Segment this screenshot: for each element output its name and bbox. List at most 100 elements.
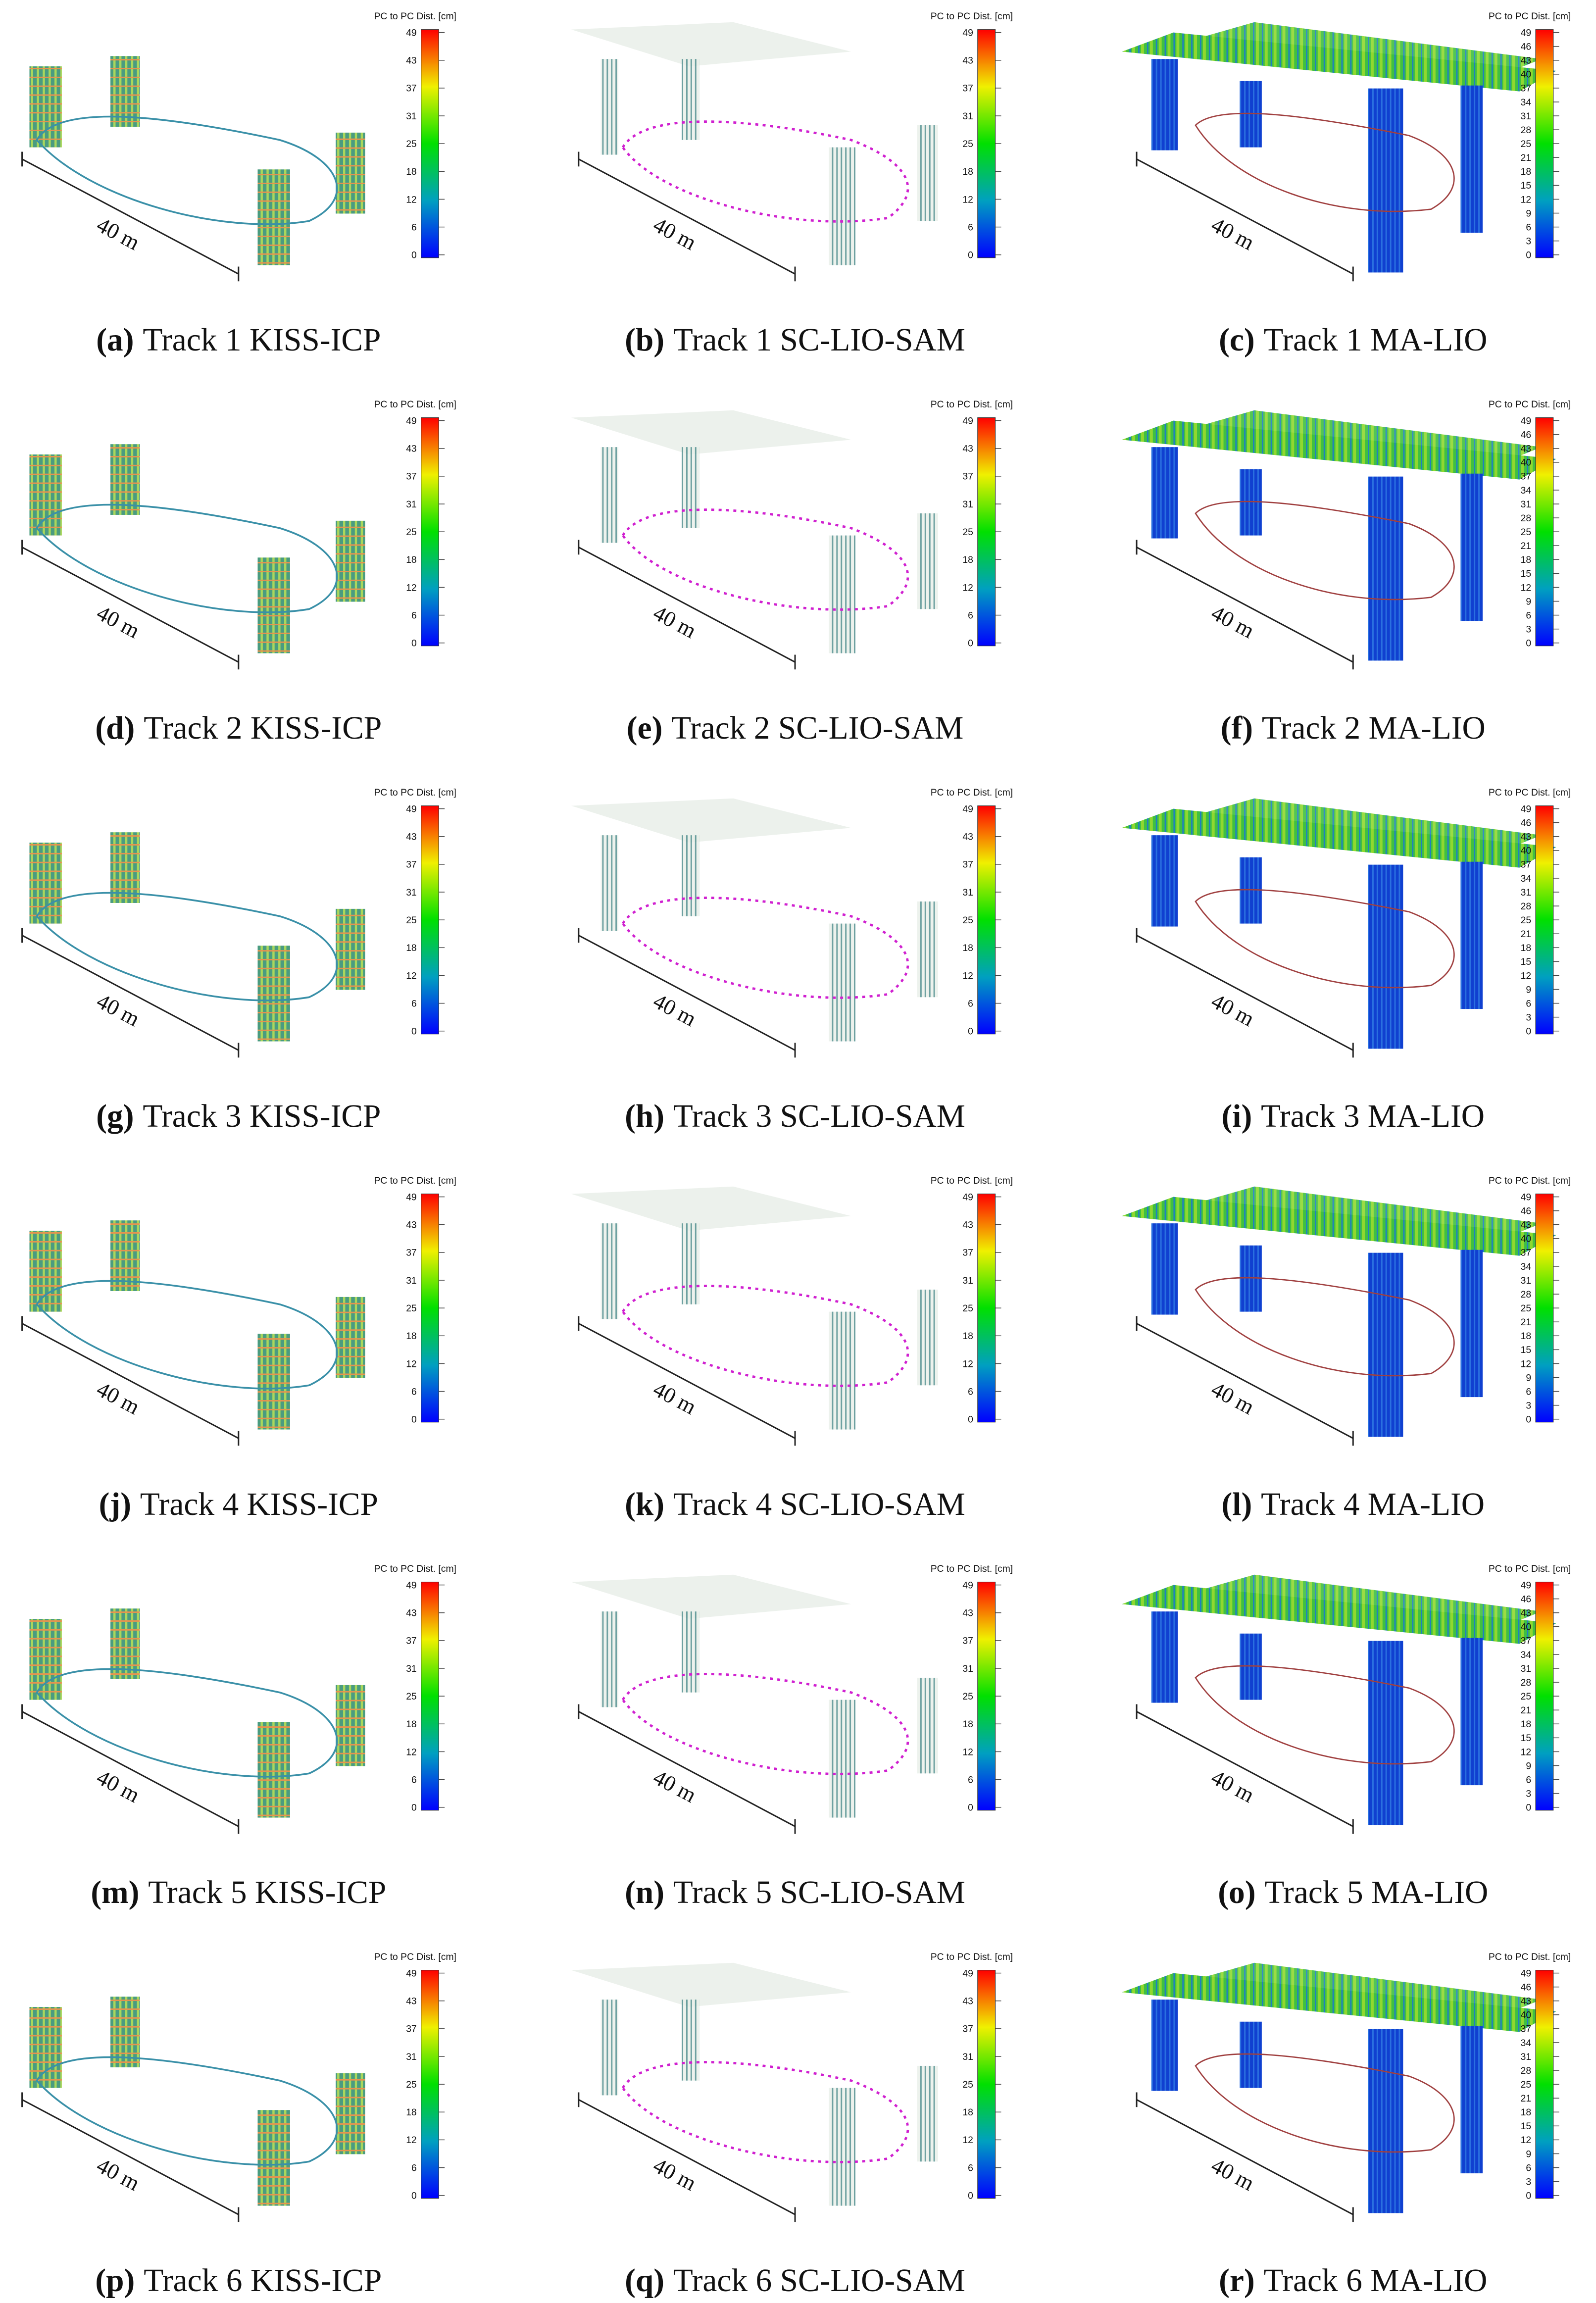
colorbar-title: PC to PC Dist. [cm]: [374, 11, 456, 22]
colorbar-tick-label: 25: [962, 915, 973, 926]
colorbar-tick-label: 12: [406, 195, 417, 205]
colorbar-tick-label: 49: [1521, 416, 1531, 426]
colorbar-tick-label: 21: [1521, 153, 1531, 163]
point-cloud-wall: [1151, 1611, 1178, 1703]
caption: (g) Track 3 KISS-ICP: [96, 1099, 381, 1134]
caption-text: Track 6 SC-LIO-SAM: [673, 2263, 965, 2299]
point-cloud-wall: [110, 1608, 140, 1679]
point-cloud-wall: [1368, 1641, 1403, 1825]
colorbar-tick-label: 12: [1521, 1359, 1531, 1369]
colorbar-tick-label: 31: [406, 1664, 417, 1674]
point-cloud-beam: [1202, 1186, 1542, 1241]
point-cloud-beam: [1122, 32, 1556, 92]
colorbar-tick-label: 25: [962, 139, 973, 150]
colorbar-tick-label: 49: [406, 1580, 417, 1591]
colorbar-tick-label: 31: [406, 500, 417, 510]
point-cloud-wall: [1368, 2029, 1403, 2213]
point-cloud-wall: [917, 2065, 938, 2162]
point-cloud-beam: [1202, 1962, 1542, 2017]
colorbar-tick-label: 37: [1521, 84, 1531, 94]
scale-line: [1136, 547, 1353, 663]
colorbar-tick-label: 37: [406, 472, 417, 482]
colorbar-tick-label: 18: [406, 1719, 417, 1730]
colorbar-tick-label: 0: [968, 2191, 973, 2202]
colorbar-tick-label: 25: [1521, 2080, 1531, 2090]
caption: (c) Track 1 MA-LIO: [1219, 322, 1487, 358]
scale-line: [1136, 1711, 1353, 1827]
colorbar-tick-label: 40: [1521, 1234, 1531, 1245]
point-cloud-wall: [1460, 473, 1483, 621]
caption-text: Track 4 MA-LIO: [1261, 1487, 1485, 1522]
caption-label: (h): [625, 1099, 664, 1134]
colorbar-tick-label: 37: [962, 860, 973, 870]
scale-line: [578, 1323, 796, 1439]
caption-label: (e): [627, 710, 663, 746]
caption: (h) Track 3 SC-LIO-SAM: [625, 1099, 965, 1134]
point-cloud-wall: [600, 2000, 619, 2096]
panel: 40 mPC to PC Dist. [cm]4943373125181260(…: [571, 1176, 1013, 1522]
scale-line: [1136, 2099, 1353, 2215]
point-cloud-wall: [829, 535, 855, 653]
colorbar-tick-label: 12: [406, 1359, 417, 1369]
scale-line: [21, 158, 239, 275]
colorbar-tick-label: 0: [411, 1803, 417, 1813]
caption-text: Track 2 SC-LIO-SAM: [671, 710, 963, 746]
colorbar-tick-label: 34: [1521, 1262, 1532, 1272]
colorbar: [977, 1582, 996, 1811]
point-cloud-wall: [336, 132, 365, 214]
point-cloud-wall: [29, 454, 62, 536]
colorbar-tick-label: 0: [968, 1027, 973, 1037]
colorbar-tick-label: 40: [1521, 458, 1531, 468]
caption-label: (n): [625, 1875, 664, 1910]
colorbar-tick-label: 43: [962, 1608, 973, 1619]
colorbar-tick-label: 12: [962, 971, 973, 981]
colorbar-tick-label: 49: [962, 1968, 973, 1979]
point-cloud-wall: [1460, 1638, 1483, 1786]
caption-label: (r): [1219, 2263, 1255, 2299]
colorbar-tick-label: 6: [411, 610, 417, 621]
colorbar-tick-label: 31: [962, 2052, 973, 2062]
colorbar-tick-label: 18: [406, 2107, 417, 2118]
colorbar: [1535, 1970, 1554, 2199]
colorbar-tick-label: 0: [968, 250, 973, 261]
scale-line: [578, 1711, 796, 1827]
caption-label: (b): [625, 322, 664, 358]
caption-text: Track 4 KISS-ICP: [140, 1487, 378, 1522]
colorbar-tick-label: 25: [1521, 1692, 1531, 1702]
panel: 40 mPC to PC Dist. [cm]4943373125181260(…: [571, 400, 1013, 746]
point-cloud-wall: [1368, 1252, 1403, 1437]
colorbar-tick-label: 31: [1521, 500, 1531, 510]
colorbar-tick-label: 37: [1521, 472, 1531, 482]
colorbar-tick-label: 49: [1521, 804, 1531, 814]
caption-label: (j): [99, 1487, 131, 1522]
point-cloud-wall: [917, 1289, 938, 1386]
colorbar-tick-label: 18: [1521, 943, 1531, 953]
colorbar-tick-label: 3: [1526, 1012, 1531, 1023]
colorbar-tick-label: 18: [1521, 1331, 1531, 1342]
colorbar-tick-label: 49: [962, 28, 973, 38]
caption: (e) Track 2 SC-LIO-SAM: [627, 710, 964, 746]
point-cloud-wall: [682, 835, 699, 916]
colorbar-tick-label: 49: [406, 1192, 417, 1202]
colorbar-tick-label: 12: [406, 971, 417, 981]
point-cloud-wall: [600, 835, 619, 931]
colorbar-tick-label: 37: [406, 2024, 417, 2035]
colorbar-tick-label: 12: [1521, 195, 1531, 205]
colorbar-tick-label: 6: [1526, 610, 1531, 621]
point-cloud-wall: [1460, 85, 1483, 233]
colorbar-tick-label: 28: [1521, 513, 1531, 524]
colorbar: [421, 805, 439, 1035]
caption-text: Track 1 MA-LIO: [1264, 322, 1488, 358]
colorbar-tick-label: 0: [1526, 250, 1531, 261]
colorbar-tick-label: 46: [1521, 1206, 1531, 1217]
colorbar-tick-label: 18: [962, 167, 973, 177]
point-cloud-wall: [257, 946, 290, 1042]
caption: (i) Track 3 MA-LIO: [1222, 1099, 1485, 1134]
point-cloud-wall: [917, 1677, 938, 1774]
point-cloud-wall: [336, 2073, 365, 2154]
colorbar-tick-label: 43: [1521, 1220, 1531, 1231]
caption: (r) Track 6 MA-LIO: [1219, 2263, 1487, 2299]
caption-label: (o): [1218, 1875, 1255, 1910]
